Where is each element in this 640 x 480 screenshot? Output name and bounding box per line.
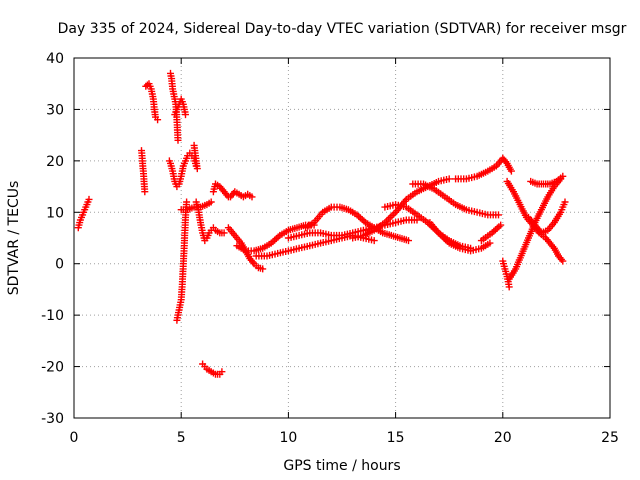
series-arc-b <box>138 147 149 196</box>
series-arc-x <box>477 221 505 245</box>
y-tick-label: 0 <box>55 257 64 273</box>
y-tick-label: -30 <box>41 411 64 427</box>
data-point <box>141 188 149 196</box>
data-point <box>85 195 93 203</box>
data-point <box>405 237 412 245</box>
data-point <box>370 237 378 245</box>
series-arc-l <box>227 188 256 201</box>
axis-ticks <box>73 57 611 419</box>
chart-title: Day 335 of 2024, Sidereal Day-to-day VTE… <box>58 21 627 37</box>
data-point <box>154 116 162 124</box>
series-arc-w <box>452 154 515 183</box>
y-tick-label: 10 <box>46 205 64 221</box>
series-arc-h <box>173 198 191 324</box>
data-point <box>445 175 453 183</box>
series-arc-c <box>142 80 162 124</box>
series-arc-v <box>426 219 494 255</box>
data-point <box>559 257 567 265</box>
data-point <box>248 193 256 201</box>
series-arc-ac <box>525 198 569 237</box>
y-tick-label: -20 <box>41 360 64 376</box>
y-tick-label: -10 <box>41 308 64 324</box>
x-tick-label: 5 <box>177 430 186 446</box>
data-point <box>561 198 569 206</box>
x-tick-label: 10 <box>279 430 297 446</box>
series-arc-ab <box>527 172 567 188</box>
x-tick-label: 25 <box>601 430 619 446</box>
data-point <box>207 198 215 206</box>
data-point <box>183 198 191 206</box>
x-tick-label: 0 <box>70 430 79 446</box>
series-arc-a <box>74 195 93 232</box>
data-point <box>174 136 182 144</box>
data-point <box>193 165 201 173</box>
y-tick-label: 30 <box>46 102 64 118</box>
data-point <box>182 111 189 119</box>
data-point <box>505 283 513 291</box>
data-point <box>507 167 515 175</box>
plot-frame <box>73 57 611 419</box>
x-tick-label: 15 <box>387 430 405 446</box>
grid-lines <box>74 58 610 418</box>
data-point <box>218 368 226 376</box>
x-tick-label: 20 <box>494 430 512 446</box>
data-point <box>497 221 505 229</box>
x-axis-label: GPS time / hours <box>283 458 400 474</box>
series-arc-u <box>409 180 502 219</box>
y-tick-label: 20 <box>46 154 64 170</box>
series-arc-k <box>209 180 232 201</box>
series-arc-d <box>167 69 182 144</box>
series-arc-f <box>171 95 189 119</box>
y-axis-label: SDTVAR / TECUs <box>6 181 22 296</box>
data-point <box>486 239 494 247</box>
series-arc-g <box>190 141 201 173</box>
data-point <box>259 265 267 273</box>
data-point <box>495 211 502 219</box>
data-point <box>220 229 228 237</box>
series-arc-m <box>199 360 226 378</box>
y-tick-label: 40 <box>46 51 64 67</box>
tick-labels: 0 5 10 15 20 25 -30 -20 -10 0 10 20 30 40 <box>41 51 619 446</box>
data-point <box>559 172 567 180</box>
series-arc-j <box>192 198 228 245</box>
data-marks <box>74 69 569 378</box>
